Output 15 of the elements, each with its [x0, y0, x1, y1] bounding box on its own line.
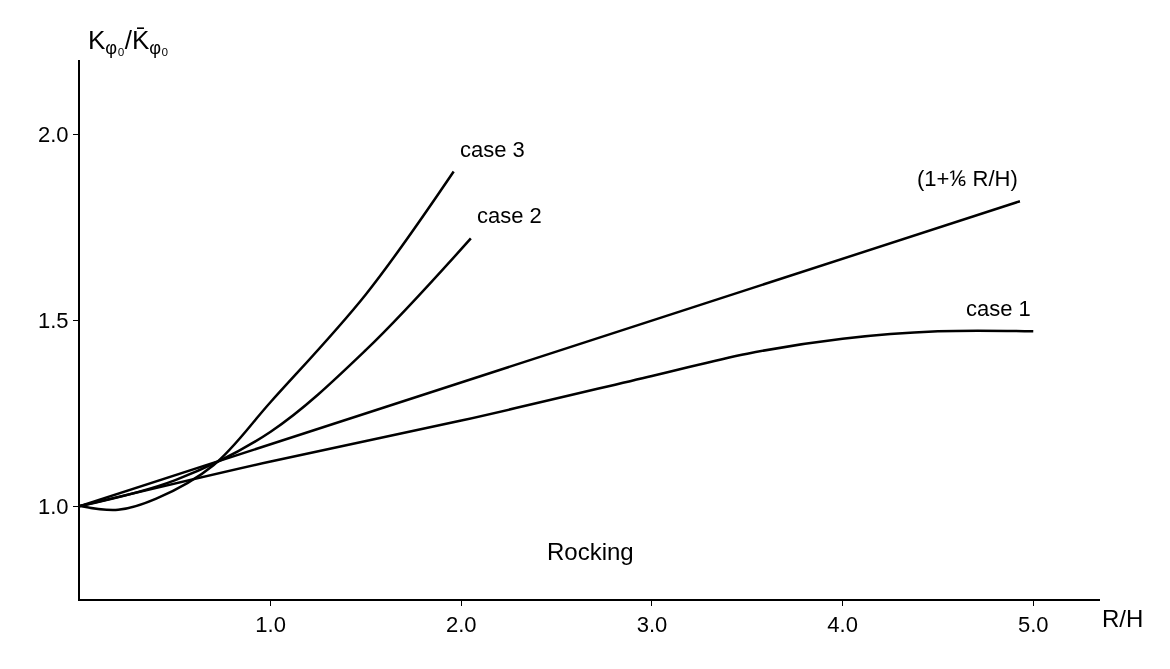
x-axis-title: R/H — [1102, 605, 1144, 632]
annotation: Rocking — [547, 538, 634, 565]
x-tick-label: 3.0 — [636, 612, 668, 638]
y-tick-label: 2.0 — [38, 122, 69, 148]
y-axis-title: K$_{φ₀}$/K̄$_{φ₀}$ — [88, 25, 169, 59]
series-label: case 3 — [460, 137, 525, 162]
x-tick-label: 1.0 — [255, 612, 286, 638]
series-label: case 1 — [966, 296, 1031, 321]
x-tick-label: 4.0 — [827, 612, 858, 638]
x-tick-label: 5.0 — [1017, 612, 1049, 638]
y-tick-label: 1.5 — [38, 307, 69, 333]
y-tick-label: 1.0 — [38, 493, 69, 519]
series-label: (1+⅙ R/H) — [917, 166, 1018, 191]
series-label: case 2 — [477, 203, 542, 228]
x-tick-label: 2.0 — [446, 612, 477, 638]
